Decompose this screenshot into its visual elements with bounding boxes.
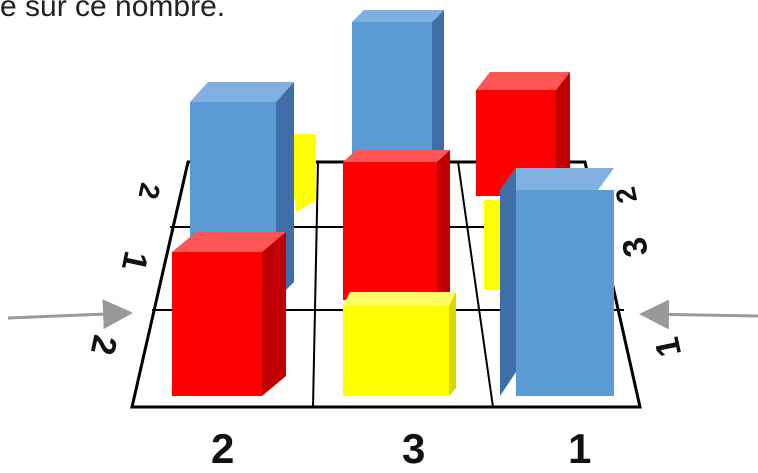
grid-line-col-1 [312, 161, 319, 408]
back-left-blue-cube [190, 82, 294, 300]
back-middle-blue-cube [352, 10, 444, 162]
right-arrow [639, 299, 758, 330]
front-left-red-cube [172, 232, 286, 396]
bottom-label-3: 1 [568, 425, 592, 472]
back-left-yellow-cube [290, 134, 316, 212]
left-arrow [7, 299, 133, 330]
middle-center-red-cube [343, 150, 450, 300]
caption-text: e sur ce nombre. [0, 0, 226, 23]
front-center-yellow-cube [343, 292, 456, 396]
front-right-blue-cube [500, 168, 614, 396]
bottom-label-1: 2 [211, 425, 235, 472]
grid-line-col-2 [457, 161, 494, 408]
bottom-label-2: 3 [402, 425, 426, 472]
